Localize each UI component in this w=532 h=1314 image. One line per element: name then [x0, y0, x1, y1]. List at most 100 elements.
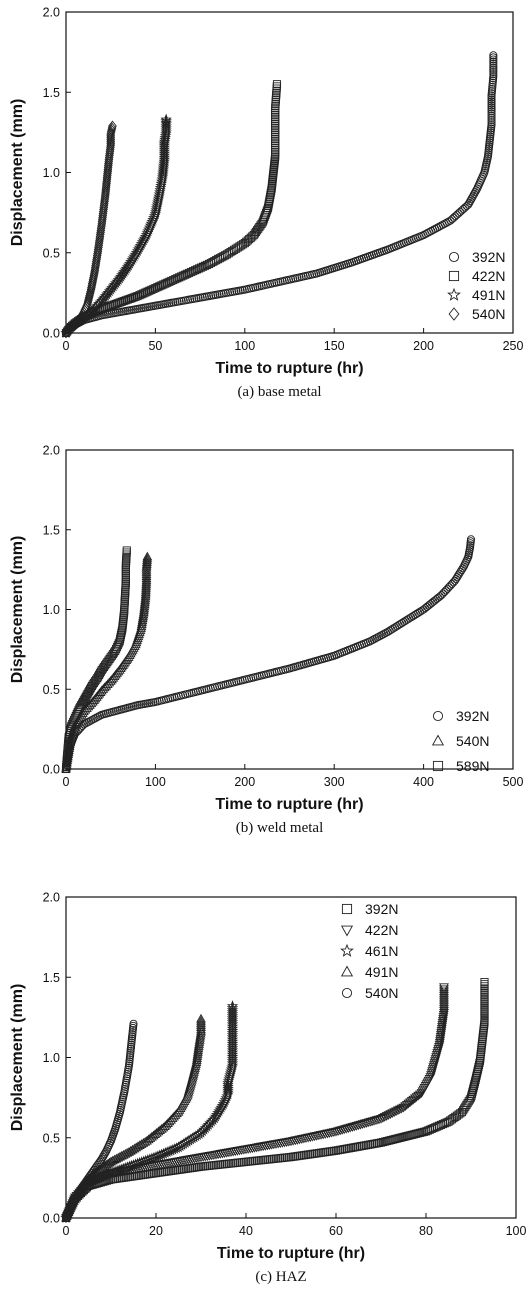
data-point: [381, 1137, 390, 1146]
chart-panel-weld-metal: 0 100 200 300 400 500 0.0 0.5 1.0 1.5 2.0 Time to r…: [0, 436, 532, 876]
data-point: [433, 1045, 444, 1054]
data-point: [379, 1113, 390, 1122]
data-point: [303, 1133, 314, 1143]
data-point: [489, 65, 498, 74]
data-point: [489, 67, 498, 77]
data-point: [170, 1110, 181, 1119]
data-point: [357, 1120, 368, 1129]
data-point: [487, 93, 496, 102]
plot-frame: [65, 11, 514, 334]
data-point: [383, 1136, 392, 1146]
data-point: [473, 1067, 482, 1076]
y-tick-label: 0.0: [43, 327, 60, 341]
data-point: [365, 1117, 376, 1127]
y-tick-label: 0.5: [43, 683, 60, 697]
legend-label: 540N: [456, 733, 489, 749]
x-axis-label: Time to rupture (hr): [215, 796, 363, 813]
series-540N: [61, 1019, 138, 1223]
data-point: [296, 1135, 307, 1144]
chart-panel-base-metal: 0 50 100 150 200 250 0.0 0.5 1.0 1.5 2.0 Time to ru…: [0, 0, 532, 430]
data-point: [92, 1166, 103, 1175]
chart-caption: (b) weld metal: [236, 820, 323, 836]
data-point: [487, 120, 496, 129]
data-point: [395, 1133, 404, 1143]
data-point: [226, 1046, 239, 1058]
data-point: [487, 99, 496, 108]
data-point: [222, 1079, 234, 1090]
data-point: [425, 1073, 436, 1082]
data-point: [480, 978, 489, 987]
x-tick-label: 300: [324, 775, 345, 789]
data-point: [83, 701, 94, 711]
x-axis: 0 20 40 60 80 100: [63, 1213, 527, 1238]
data-point: [426, 1071, 436, 1080]
x-tick-label: 200: [234, 775, 255, 789]
y-tick-label: 0.0: [43, 763, 60, 777]
data-point: [343, 1124, 354, 1134]
data-point: [489, 63, 498, 72]
data-point: [318, 1130, 329, 1140]
legend-marker: [447, 287, 461, 301]
data-point: [333, 1127, 343, 1136]
x-tick-label: 200: [413, 339, 434, 353]
data-point: [122, 1147, 133, 1157]
data-point: [392, 1106, 403, 1116]
data-point: [398, 1103, 409, 1113]
data-point: [381, 1112, 392, 1121]
x-axis: 0 50 100 150 200 250: [63, 328, 523, 353]
data-point: [157, 161, 170, 173]
data-point: [473, 1065, 483, 1074]
data-point: [489, 70, 498, 79]
data-point: [160, 116, 172, 128]
x-tick-label: 100: [506, 1224, 527, 1238]
legend-label: 392N: [456, 708, 489, 724]
data-point: [331, 1127, 341, 1137]
data-point: [466, 535, 476, 544]
legend-marker: [448, 307, 460, 321]
data-point: [226, 1027, 239, 1038]
data-point: [487, 103, 496, 112]
data-point: [305, 1133, 316, 1143]
data-point: [309, 1132, 320, 1142]
x-tick-label: 500: [503, 775, 524, 789]
y-tick-label: 0.5: [43, 1131, 60, 1145]
data-point: [98, 1161, 109, 1171]
data-point: [226, 1059, 239, 1071]
data-point: [226, 1048, 239, 1060]
data-point: [341, 1124, 352, 1134]
y-axis-label: Displacement (mm): [9, 99, 26, 247]
data-point: [156, 1123, 167, 1133]
data-point: [439, 983, 449, 993]
legend-label: 392N: [472, 249, 505, 265]
data-point: [105, 1140, 114, 1149]
data-point: [470, 1077, 480, 1086]
data-point: [226, 1055, 239, 1067]
data-point: [462, 556, 471, 565]
data-point: [196, 1013, 206, 1023]
x-axis-label: Time to rupture (hr): [215, 360, 363, 377]
data-point: [399, 1132, 408, 1141]
data-point: [226, 1050, 239, 1062]
data-point: [301, 1134, 311, 1143]
data-point: [272, 80, 282, 89]
data-point: [353, 1121, 364, 1131]
data-point: [196, 1024, 206, 1034]
data-point: [431, 1051, 442, 1060]
data-point: [169, 1111, 179, 1121]
data-point: [324, 1129, 335, 1138]
data-point: [471, 1075, 480, 1085]
data-point: [141, 571, 152, 581]
data-point: [439, 1006, 449, 1016]
data-point: [401, 1132, 410, 1141]
data-point: [313, 1131, 324, 1141]
data-point: [129, 1019, 138, 1028]
x-tick-label: 0: [63, 339, 70, 353]
data-point: [439, 996, 449, 1005]
data-point: [160, 122, 172, 134]
data-point: [226, 1035, 239, 1047]
data-point: [430, 1055, 441, 1064]
data-point: [415, 1128, 424, 1137]
data-point: [157, 169, 169, 181]
data-point: [378, 1138, 388, 1147]
data-point: [311, 1131, 322, 1141]
